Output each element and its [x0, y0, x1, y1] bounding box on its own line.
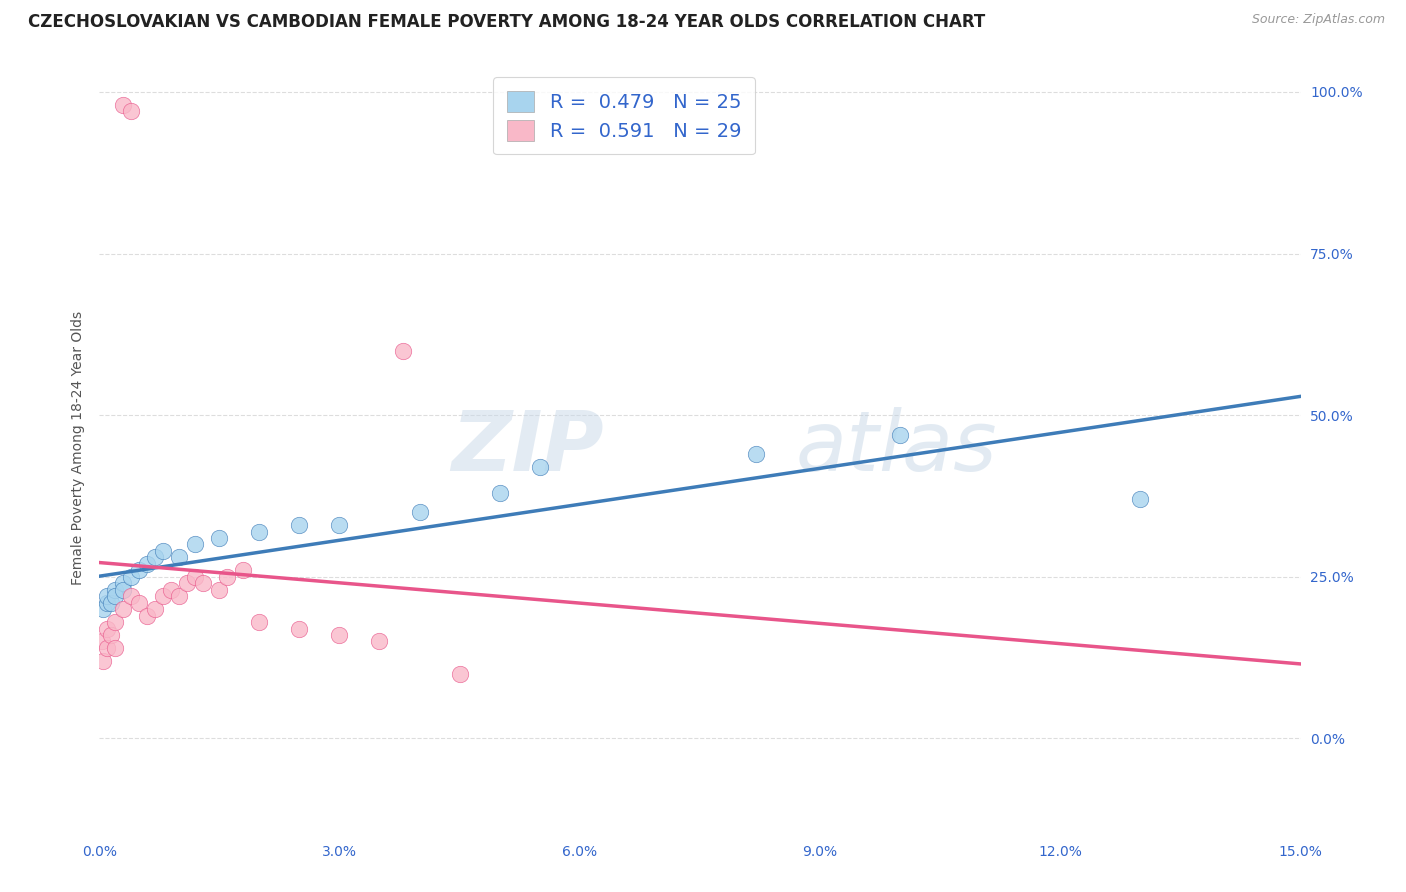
Point [104, 615, 127, 629]
Point [112, 576, 135, 591]
Point [128, 563, 150, 577]
Point [288, 518, 311, 533]
Point [136, 557, 159, 571]
Point [328, 628, 350, 642]
Point [217, 570, 239, 584]
Point [120, 570, 142, 584]
Point [143, 602, 166, 616]
Point [449, 666, 471, 681]
Point [184, 570, 207, 584]
Point [208, 531, 231, 545]
Point [90, 634, 112, 648]
Point [408, 505, 430, 519]
Point [232, 563, 254, 577]
Point [288, 622, 311, 636]
Point [96, 640, 118, 655]
Legend: R =  0.479   N = 25, R =  0.591   N = 29: R = 0.479 N = 25, R = 0.591 N = 29 [494, 77, 755, 154]
Point [128, 596, 150, 610]
Point [112, 582, 135, 597]
Text: CZECHOSLOVAKIAN VS CAMBODIAN FEMALE POVERTY AMONG 18-24 YEAR OLDS CORRELATION CH: CZECHOSLOVAKIAN VS CAMBODIAN FEMALE POVE… [28, 13, 986, 31]
Point [96, 622, 118, 636]
Point [91, 602, 114, 616]
Point [104, 589, 127, 603]
Point [247, 615, 270, 629]
Point [368, 634, 391, 648]
Point [167, 550, 190, 565]
Point [104, 640, 127, 655]
Text: atlas: atlas [796, 407, 998, 488]
Point [184, 537, 207, 551]
Point [96, 596, 118, 610]
Point [208, 582, 231, 597]
Point [91, 654, 114, 668]
Point [167, 589, 190, 603]
Point [136, 608, 159, 623]
Point [328, 518, 350, 533]
Point [112, 602, 135, 616]
Point [745, 447, 768, 461]
Point [143, 550, 166, 565]
Point [100, 596, 122, 610]
Point [193, 576, 215, 591]
Point [96, 589, 118, 603]
Point [100, 628, 122, 642]
Point [120, 104, 142, 119]
Point [488, 485, 510, 500]
Point [152, 544, 174, 558]
Text: Source: ZipAtlas.com: Source: ZipAtlas.com [1251, 13, 1385, 27]
Y-axis label: Female Poverty Among 18-24 Year Olds: Female Poverty Among 18-24 Year Olds [72, 310, 86, 584]
Point [529, 459, 551, 474]
Point [392, 343, 415, 358]
Point [160, 582, 183, 597]
Text: ZIP: ZIP [451, 407, 603, 488]
Point [112, 98, 135, 112]
Point [889, 427, 911, 442]
Point [176, 576, 198, 591]
Point [104, 582, 127, 597]
Point [1129, 492, 1152, 507]
Point [120, 589, 142, 603]
Point [152, 589, 174, 603]
Point [247, 524, 270, 539]
